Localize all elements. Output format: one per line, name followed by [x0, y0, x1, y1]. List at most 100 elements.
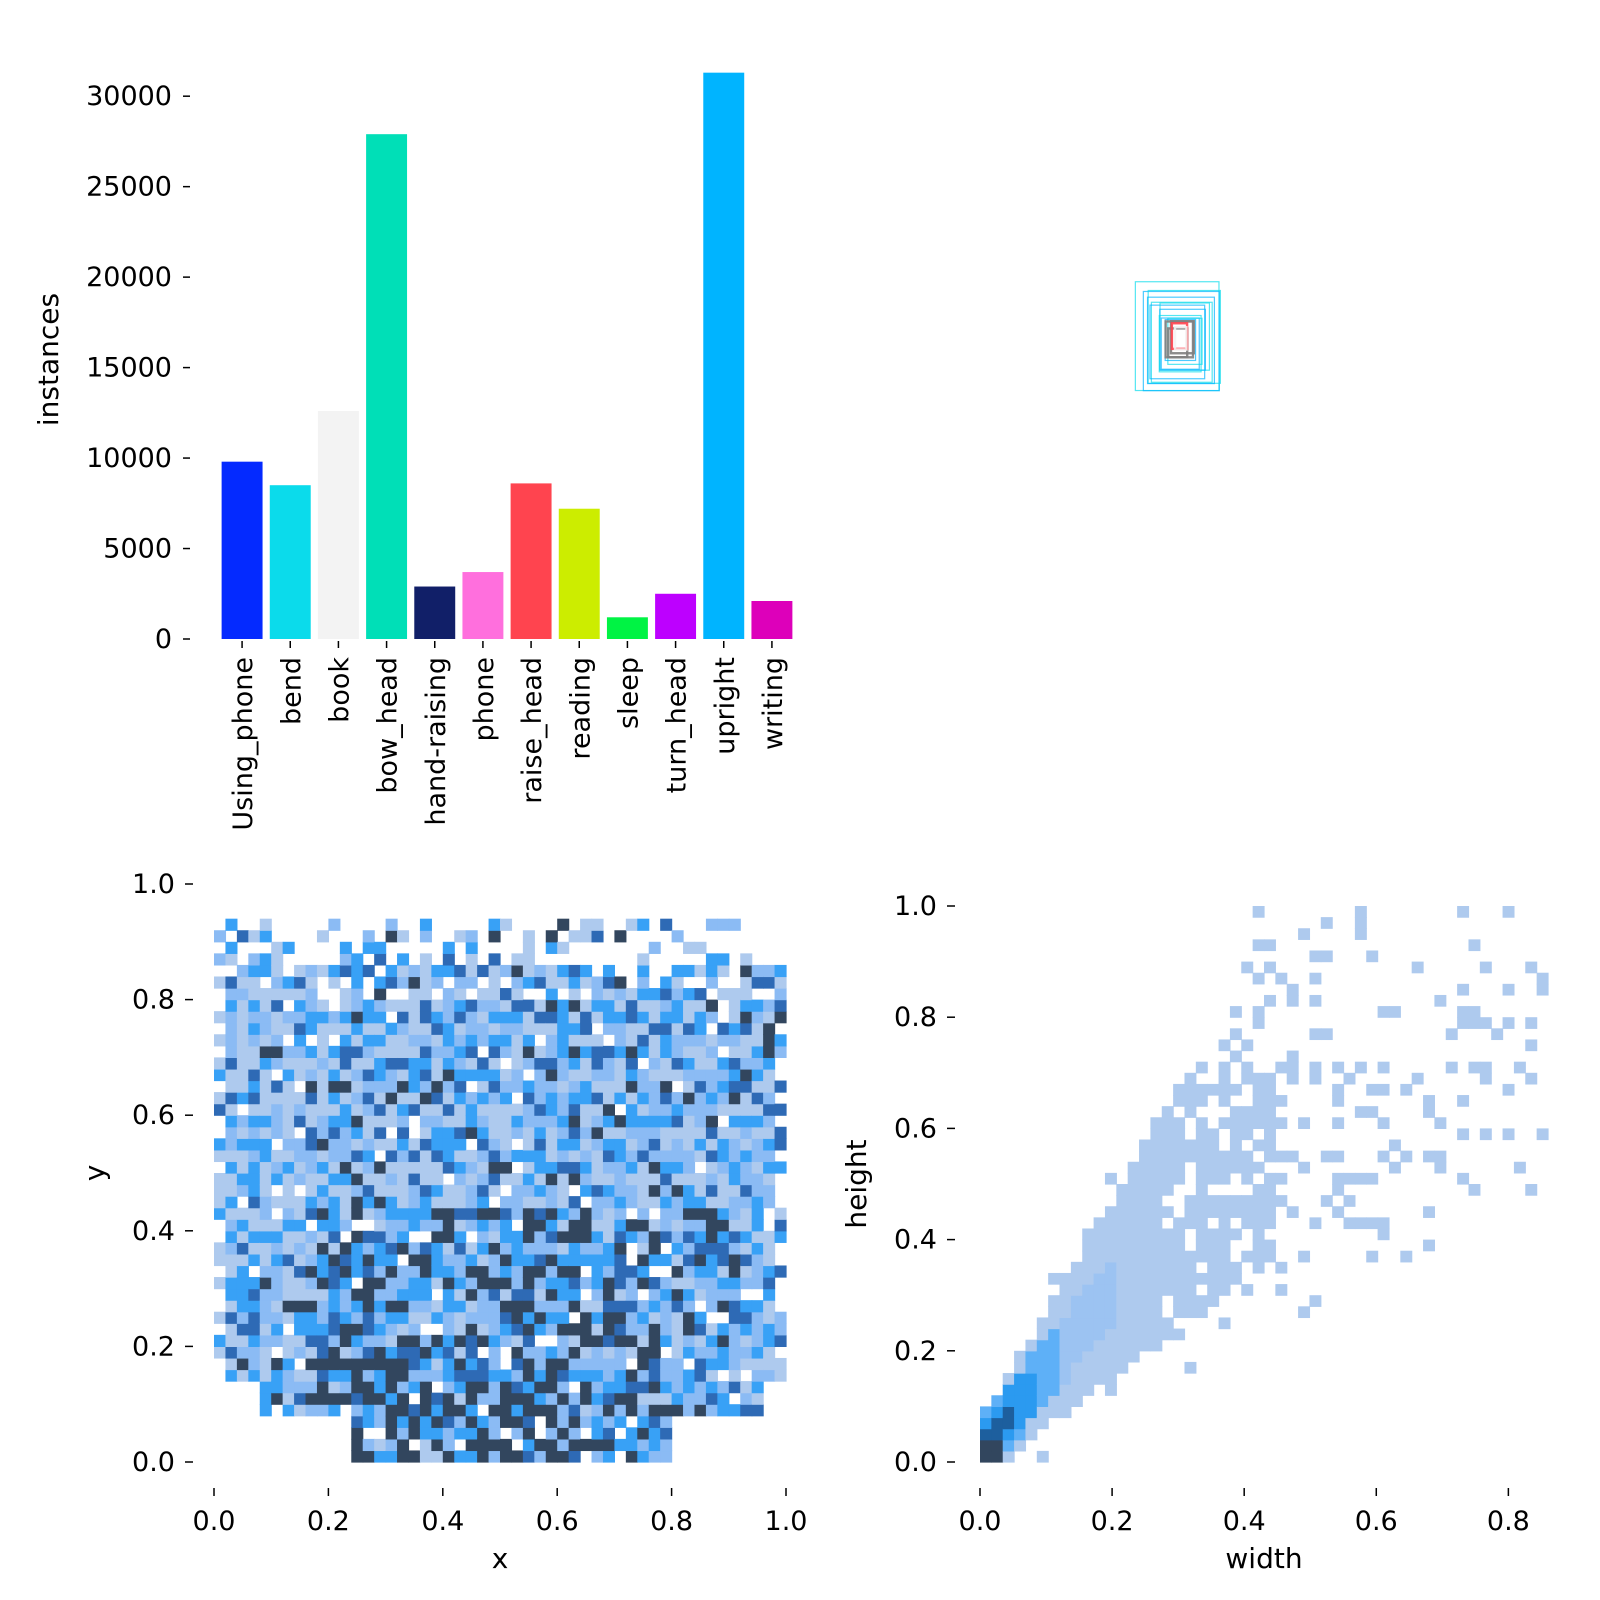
heatmap-cell	[328, 1080, 341, 1093]
heatmap-cell	[339, 953, 352, 966]
heatmap-cell	[660, 1138, 673, 1151]
heatmap-cell	[534, 1311, 547, 1324]
heatmap-cell	[1139, 1195, 1151, 1207]
heatmap-cell	[648, 988, 661, 1001]
heatmap-cell	[408, 1404, 421, 1417]
heatmap-cell	[454, 1092, 467, 1105]
heatmap-cell	[419, 1311, 432, 1324]
heatmap-cell	[705, 1138, 718, 1151]
heatmap-cell	[1434, 1150, 1447, 1163]
heatmap-cell	[648, 1196, 661, 1209]
heatmap-cell	[339, 988, 352, 1001]
heatmap-cell	[316, 1323, 329, 1336]
heatmap-cell	[763, 1173, 776, 1186]
heatmap-cell	[294, 1323, 307, 1336]
heatmap-cell	[1195, 1306, 1208, 1319]
heatmap-cell	[1014, 1384, 1027, 1396]
heatmap-cell	[488, 1392, 501, 1405]
heatmap-cell	[419, 1404, 432, 1417]
heatmap-cell	[488, 1265, 501, 1278]
heatmap-cell	[763, 1115, 776, 1128]
heatmap-cell	[282, 1011, 295, 1024]
heatmap-cell	[534, 1149, 547, 1163]
heatmap-cell	[557, 1253, 570, 1267]
heatmap-cell	[351, 1057, 364, 1070]
heatmap-cell	[374, 1369, 387, 1382]
heatmap-cell	[1264, 1128, 1276, 1141]
heatmap-cell	[1048, 1350, 1061, 1363]
heatmap-cell	[500, 918, 513, 931]
heatmap-cell	[1354, 1217, 1367, 1230]
heatmap-cell	[1184, 1106, 1197, 1118]
heatmap-cell	[1252, 939, 1265, 952]
heatmap-cell	[1036, 1373, 1049, 1385]
heatmap-cell	[351, 1323, 364, 1336]
heatmap-cell	[477, 1138, 490, 1151]
heatmap-cell	[511, 1381, 524, 1394]
heatmap-cell	[625, 1011, 638, 1024]
heatmap-cell	[442, 1415, 455, 1428]
heatmap-cell	[774, 1219, 787, 1232]
heatmap-cell	[1343, 1217, 1356, 1230]
heatmap-cell	[282, 1115, 295, 1128]
heatmap-cell	[214, 1334, 227, 1347]
x-tick-label: 0.6	[1355, 1506, 1398, 1537]
heatmap-cell	[271, 1115, 284, 1128]
heatmap-cell	[500, 1253, 513, 1267]
heatmap-cell	[625, 1138, 638, 1151]
heatmap-cell	[1252, 1261, 1265, 1274]
heatmap-cell	[705, 1196, 718, 1209]
heatmap-cell	[442, 953, 455, 966]
heatmap-cell	[534, 1392, 547, 1405]
heatmap-cell	[1127, 1284, 1140, 1296]
heatmap-cell	[397, 1138, 410, 1151]
heatmap-cell	[328, 1323, 341, 1336]
heatmap-cell	[545, 1357, 558, 1371]
heatmap-cell	[282, 1045, 295, 1058]
heatmap-cell	[362, 1369, 375, 1382]
heatmap-cell	[454, 1357, 467, 1371]
heatmap-cell	[1264, 1150, 1276, 1163]
heatmap-cell	[740, 1092, 753, 1105]
heatmap-cell	[1150, 1261, 1163, 1274]
heatmap-cell	[431, 1207, 444, 1220]
heatmap-cell	[1161, 1328, 1174, 1341]
heatmap-cell	[511, 1242, 524, 1255]
heatmap-cell	[465, 1450, 478, 1463]
heatmap-cell	[740, 1300, 753, 1313]
heatmap-cell	[1116, 1261, 1129, 1274]
heatmap-cell	[294, 1115, 307, 1128]
heatmap-cell	[648, 1277, 661, 1290]
heatmap-cell	[1207, 1250, 1220, 1263]
heatmap-cell	[305, 1173, 318, 1186]
heatmap-cell	[625, 1230, 638, 1243]
heatmap-cell	[625, 1369, 638, 1382]
heatmap-cell	[385, 1230, 398, 1243]
heatmap-cell	[1127, 1350, 1140, 1363]
heatmap-cell	[1048, 1395, 1061, 1407]
heatmap-cell	[282, 1277, 295, 1290]
heatmap-cell	[648, 1092, 661, 1105]
heatmap-cell	[408, 1184, 421, 1197]
heatmap-cell	[671, 1034, 684, 1047]
heatmap-cell	[408, 1346, 421, 1359]
heatmap-cell	[671, 1022, 684, 1035]
heatmap-cell	[225, 918, 238, 931]
heatmap-cell	[488, 918, 501, 931]
heatmap-cell	[671, 1357, 684, 1371]
heatmap-cell	[1264, 1239, 1276, 1252]
heatmap-cell	[477, 1265, 490, 1278]
heatmap-cell	[1161, 1317, 1174, 1330]
heatmap-cell	[1457, 1172, 1470, 1185]
heatmap-cell	[431, 1196, 444, 1209]
heatmap-cell	[431, 1161, 444, 1174]
heatmap-cell	[282, 1392, 295, 1405]
heatmap-cell	[305, 1253, 318, 1267]
heatmap-cell	[408, 1103, 421, 1116]
heatmap-cell	[545, 1045, 558, 1058]
heatmap-cell	[362, 1415, 375, 1428]
heatmap-cell	[488, 1057, 501, 1070]
heatmap-cell	[454, 1057, 467, 1070]
heatmap-cell	[740, 1068, 753, 1082]
heatmap-cell	[648, 1068, 661, 1082]
